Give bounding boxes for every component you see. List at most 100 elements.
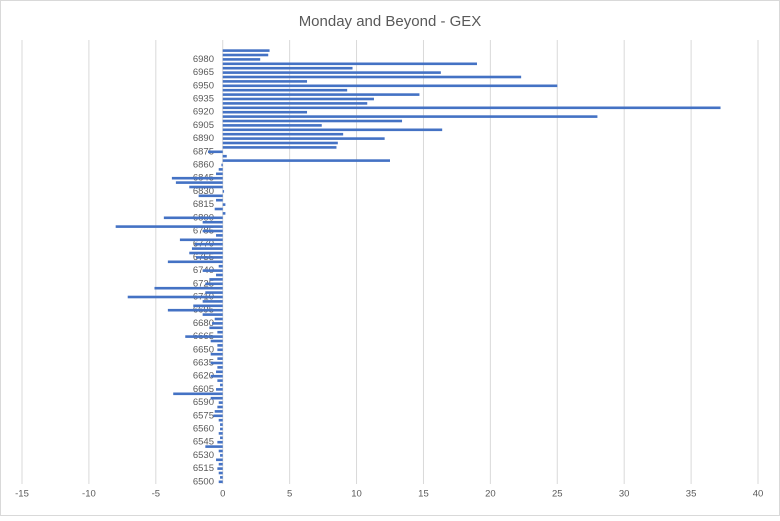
bar [185,335,223,338]
bar [217,366,223,369]
bar [193,304,223,308]
bar [220,436,223,440]
y-tick-label: 6890 [193,133,214,144]
y-tick-label: 6650 [193,344,214,355]
bar [222,190,225,193]
bar [115,225,223,228]
bar [179,238,223,242]
bar [222,124,322,127]
bar [210,339,223,343]
bar [189,185,223,189]
y-tick-label: 6875 [193,146,214,157]
bar [218,462,223,466]
bar [222,137,385,140]
bar [217,440,223,444]
bar [202,220,223,224]
y-tick-label: 6560 [193,424,214,435]
bar [222,80,308,83]
bar [209,326,223,330]
y-tick-label: 6905 [193,120,214,131]
bar [210,352,223,356]
bar [222,106,721,110]
y-tick-label: 6500 [193,476,214,487]
bar [222,132,344,136]
bar [217,330,223,334]
bar [216,172,223,176]
bar [218,480,223,484]
y-tick-label: 6830 [193,186,214,197]
y-tick-label: 6590 [193,397,214,408]
bar [202,269,223,272]
bar [214,410,223,413]
bar [220,423,223,426]
bar [195,256,223,259]
bar [217,405,223,409]
chart-title: Monday and Beyond - GEX [299,13,482,30]
bar [210,396,223,400]
bar [220,383,223,387]
x-tick-label: 30 [619,489,630,500]
x-tick-label: 35 [686,489,697,500]
bar [210,361,223,365]
y-tick-label: 6515 [193,463,214,474]
bar [218,401,223,404]
bar [218,432,223,435]
x-tick-label: 0 [220,489,225,500]
bar [222,102,368,105]
bar [127,295,223,299]
bar [205,445,223,448]
bar [222,154,227,158]
bar [163,216,223,220]
y-tick-label: 6965 [193,67,214,78]
y-tick-label: 6920 [193,107,214,118]
bar [217,379,223,382]
x-tick-label: 20 [485,489,496,500]
y-tick-label: 6935 [193,94,214,105]
bar [222,71,441,74]
bar [210,374,223,378]
bar [202,313,223,316]
bar [222,62,477,66]
bar [212,322,223,325]
bar [217,357,223,360]
y-tick-label: 6815 [193,199,214,210]
x-tick-label: 25 [552,489,563,500]
bar [216,370,223,374]
bar [222,146,337,149]
x-tick-label: -5 [152,489,160,500]
y-tick-label: 6635 [193,358,214,369]
y-tick-label: 6725 [193,278,214,289]
bar [222,212,226,215]
bar [208,150,223,154]
bar [222,119,403,123]
y-tick-label: 6620 [193,371,214,382]
x-tick-label: 5 [287,489,292,500]
bar [194,242,223,246]
bar [222,53,269,57]
bar [222,66,353,70]
bar [222,88,348,92]
y-tick-label: 6950 [193,80,214,91]
x-tick-label: -15 [15,489,29,500]
y-tick-label: 6980 [193,54,214,65]
bar [154,286,223,290]
bar [220,454,223,457]
bar [189,251,223,255]
bar [218,418,223,422]
bar [217,467,223,470]
bar [218,471,223,475]
bar [222,58,261,61]
bar [222,128,443,132]
bar [216,198,223,202]
bar [222,97,374,101]
bar [222,141,338,145]
bar [175,181,223,184]
bar [214,317,223,321]
bar [216,458,223,462]
bar [222,84,558,88]
bar [205,282,223,286]
bar [171,176,223,180]
x-tick-label: 15 [418,489,429,500]
bar [198,194,223,198]
